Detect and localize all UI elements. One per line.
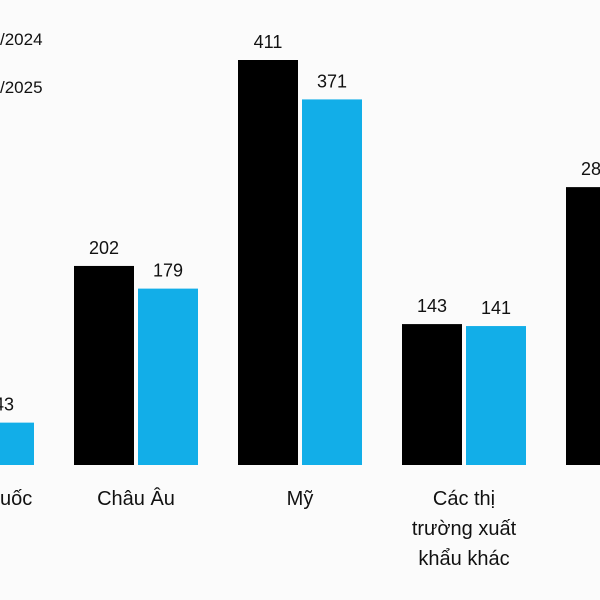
x-tick-label: Các thị trường xuất khẩu khác <box>411 488 517 570</box>
bar <box>466 326 526 465</box>
value-label: 179 <box>153 261 183 281</box>
value-label: 202 <box>89 238 119 258</box>
x-tick-label: Châu Âu <box>97 488 175 510</box>
value-label: 282 <box>581 159 600 179</box>
bar <box>74 265 134 465</box>
bar <box>566 187 600 466</box>
value-label: 141 <box>481 298 511 318</box>
value-label: 371 <box>317 71 347 91</box>
bar <box>138 288 198 465</box>
bar <box>302 99 362 466</box>
value-label: 411 <box>254 32 283 52</box>
value-label: 43 <box>0 395 14 415</box>
x-tick-label: Mỹ <box>286 488 314 510</box>
legend-label: /2025 <box>0 78 43 97</box>
bar <box>238 60 298 465</box>
legend-label: /2024 <box>0 30 43 49</box>
value-label: 143 <box>417 296 447 316</box>
x-tick-label: uốc <box>0 488 33 510</box>
bar <box>402 324 462 465</box>
bar <box>0 422 34 465</box>
